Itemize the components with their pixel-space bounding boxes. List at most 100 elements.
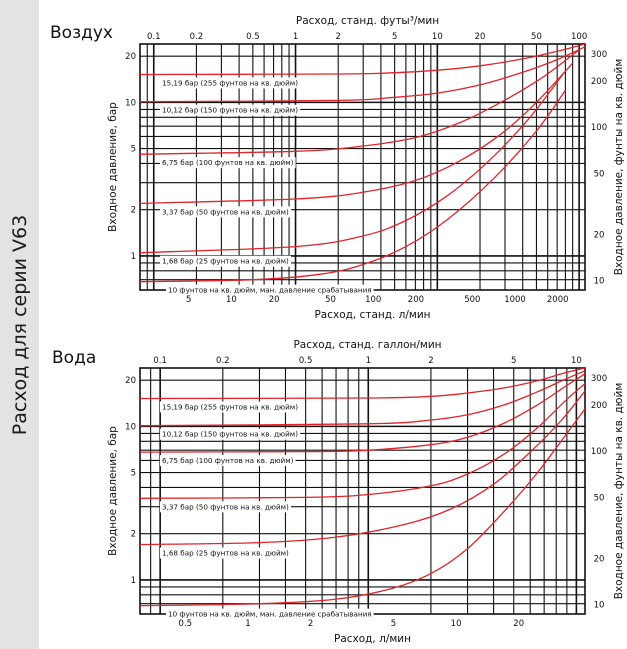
curve-label-bg [160, 77, 301, 89]
series-curve [140, 370, 585, 427]
right-tick-label: 300 [591, 374, 607, 384]
series-curve [140, 373, 585, 453]
right-axis-title: Входное давление, фунты на кв. дюйм [613, 59, 625, 276]
right-axis-title: Входное давление, фунты на кв. дюйм [613, 383, 625, 600]
series-curve [140, 383, 585, 499]
curves [140, 368, 585, 607]
left-axis-title: Входное давление, бар [107, 426, 119, 556]
bottom-tick-label: 5 [186, 295, 191, 305]
curve-label-bg [160, 157, 296, 169]
right-tick-label: 200 [591, 77, 607, 87]
curve-label: 10 фунтов на кв. дюйм, ман. давление сра… [168, 610, 372, 619]
bottom-tick-label: 20 [269, 295, 280, 305]
left-tick-label: 20 [125, 376, 136, 386]
curve-label-bg [166, 284, 374, 296]
curve-label: 1,68 бар (25 фунтов на кв. дюйм) [162, 257, 289, 266]
bottom-tick-label: 20 [513, 619, 524, 629]
series-curve [140, 89, 566, 283]
curve-label: 10,12 бар (150 фунтов на кв. дюйм) [162, 106, 298, 115]
curve-label-bg [160, 206, 292, 218]
series-curve [140, 390, 585, 546]
bottom-tick-label: 10 [226, 295, 237, 305]
top-tick-label: 2 [428, 356, 433, 366]
curve-label: 15,19 бар (255 фунтов на кв. дюйм) [162, 78, 298, 87]
curve-label-bg [160, 255, 292, 267]
bottom-tick-label: 10 [451, 619, 462, 629]
top-tick-label: 0.5 [299, 356, 313, 366]
curve-label-bg [160, 104, 301, 116]
curve-label-bg [160, 501, 292, 513]
bottom-tick-label: 5 [391, 619, 396, 629]
top-tick-label: 1 [366, 356, 371, 366]
bottom-tick-label: 1 [245, 619, 250, 629]
chart-title: Вода [52, 348, 96, 368]
top-tick-label: 2 [336, 32, 341, 42]
top-axis-title: Расход, станд. футы³/мин [296, 15, 439, 27]
top-tick-label: 5 [392, 32, 397, 42]
top-tick-label: 20 [475, 32, 486, 42]
top-tick-label: 50 [531, 32, 542, 42]
curve-label-bg [160, 401, 301, 413]
curve-label: 10,12 бар (150 фунтов на кв. дюйм) [162, 430, 298, 439]
curves [140, 44, 585, 283]
bottom-axis-title: Расход, станд. л/мин [314, 309, 430, 321]
top-tick-label: 0.2 [216, 356, 230, 366]
bottom-axis-title: Расход, л/мин [334, 633, 411, 645]
bottom-tick-label: 0.5 [179, 619, 193, 629]
top-tick-label: 1 [293, 32, 298, 42]
left-tick-label: 5 [131, 145, 136, 155]
curve-label-bg [160, 428, 301, 440]
left-tick-label: 2 [131, 530, 136, 540]
top-axis-title: Расход, станд. галлон/мин [293, 339, 441, 351]
left-tick-label: 2 [131, 206, 136, 216]
right-tick-label: 10 [594, 277, 605, 287]
right-tick-label: 20 [594, 231, 605, 241]
right-tick-label: 100 [591, 123, 607, 133]
curve-label: 3,37 бар (50 фунтов на кв. дюйм) [162, 207, 289, 216]
top-tick-label: 0.2 [190, 32, 204, 42]
top-tick-label: 5 [511, 356, 516, 366]
series-curve [140, 62, 574, 205]
curve-label-bg [160, 547, 292, 559]
bottom-tick-label: 1000 [504, 295, 526, 305]
right-tick-label: 50 [594, 169, 605, 179]
series-curve [140, 46, 585, 103]
right-tick-label: 300 [591, 50, 607, 60]
curve-label: 15,19 бар (255 фунтов на кв. дюйм) [162, 402, 298, 411]
series-curve [140, 70, 566, 254]
top-tick-label: 0.1 [147, 32, 161, 42]
bottom-tick-label: 100 [365, 295, 381, 305]
bottom-tick-label: 50 [325, 295, 336, 305]
bottom-tick-label: 500 [464, 295, 480, 305]
right-tick-label: 10 [594, 601, 605, 611]
left-tick-label: 10 [125, 98, 136, 108]
curve-label-bg [166, 608, 374, 620]
top-tick-label: 10 [571, 356, 582, 366]
series-curve [140, 49, 580, 155]
left-tick-label: 10 [125, 422, 136, 432]
curve-label: 1,68 бар (25 фунтов на кв. дюйм) [162, 549, 289, 558]
left-tick-label: 1 [131, 576, 136, 586]
curve-labels: 15,19 бар (255 фунтов на кв. дюйм) 10,12 … [160, 401, 374, 620]
series-curve [140, 408, 585, 607]
top-tick-label: 10 [432, 32, 443, 42]
curve-label: 6,75 бар (100 фунтов на кв. дюйм) [162, 456, 294, 465]
curve-label: 3,37 бар (50 фунтов на кв. дюйм) [162, 502, 289, 511]
series-curve [140, 368, 585, 400]
air-chart: Воздух 15,19 бар (255 фунтов на кв. дюйм)… [50, 15, 625, 321]
curve-label: 6,75 бар (100 фунтов на кв. дюйм) [162, 158, 294, 167]
bottom-tick-label: 2 [308, 619, 313, 629]
right-tick-label: 20 [594, 555, 605, 565]
top-tick-label: 100 [571, 32, 587, 42]
sidebar: Расход для серии V63 [0, 0, 39, 649]
right-tick-label: 200 [591, 401, 607, 411]
series-curve [140, 44, 585, 76]
chart-title: Воздух [50, 23, 113, 43]
left-tick-label: 1 [131, 252, 136, 262]
right-tick-label: 50 [594, 493, 605, 503]
right-tick-label: 100 [591, 447, 607, 457]
left-axis-title: Входное давление, бар [107, 102, 119, 232]
curve-label: 10 фунтов на кв. дюйм, ман. давление сра… [168, 286, 372, 295]
